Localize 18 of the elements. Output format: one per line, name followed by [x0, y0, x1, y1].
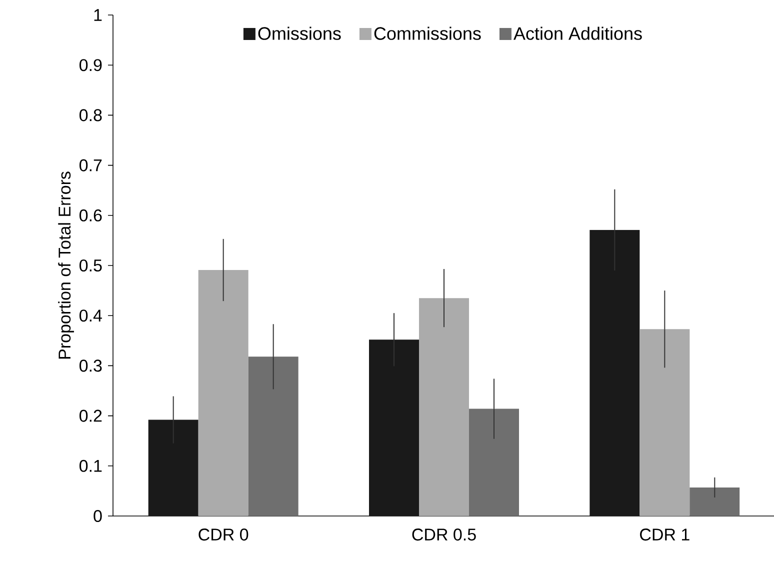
y-tick-label: 0.5 — [79, 259, 102, 272]
y-tick-label: 0.7 — [79, 159, 102, 172]
x-tick-label: CDR 1 — [640, 528, 690, 541]
y-tick-label: 0.2 — [79, 410, 102, 422]
y-tick-label: 0.3 — [79, 360, 102, 372]
x-tick-label: CDR 0.5 — [412, 528, 476, 541]
legend-label: Commissions — [374, 26, 481, 40]
y-tick-label: 0.8 — [79, 109, 102, 122]
legend-label: Action Additions — [514, 26, 642, 40]
y-tick-label: 0.1 — [79, 460, 102, 472]
y-tick-label: 0.4 — [79, 310, 102, 322]
x-tick-label: CDR 0 — [198, 528, 248, 541]
legend-label: Omissions — [258, 26, 341, 40]
y-tick-label: 0 — [94, 510, 102, 522]
y-tick-label: 0.6 — [79, 209, 102, 222]
y-axis-title: Proportion of Total Errors — [58, 172, 74, 359]
y-tick-label: 0.9 — [79, 59, 102, 72]
y-tick-label: 1 — [94, 9, 102, 21]
